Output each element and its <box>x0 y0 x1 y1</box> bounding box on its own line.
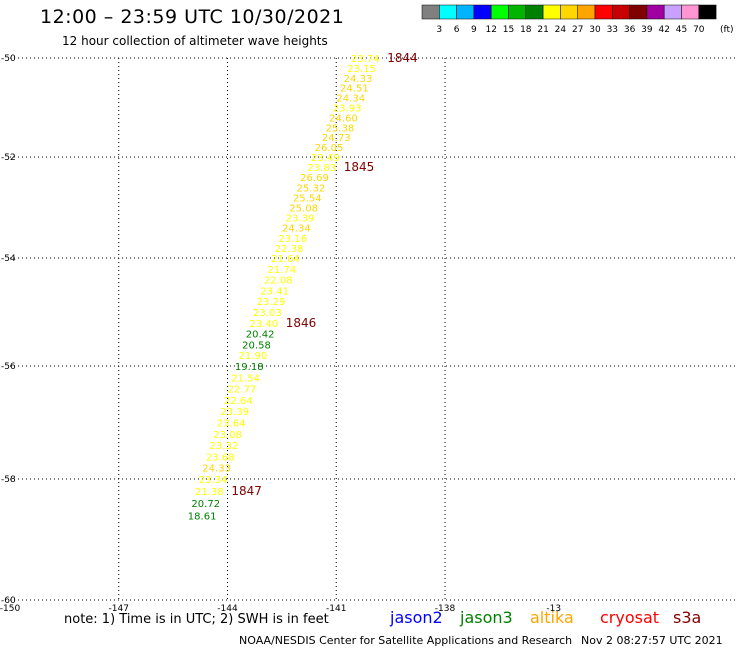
swh-data-label: 22.77 <box>228 385 257 396</box>
legend-jason3: jason3 <box>460 608 513 627</box>
legend-altika: altika <box>530 608 574 627</box>
legend-s3a: s3a <box>673 608 702 627</box>
figure-subtitle: 12 hour collection of altimeter wave hei… <box>62 34 328 48</box>
figure-title: 12:00 – 23:59 UTC 10/30/2021 <box>40 6 345 28</box>
swh-data-label: 23.39 <box>220 407 249 418</box>
track-time-label: 1844 <box>387 51 418 65</box>
track-time-label: 1846 <box>286 316 317 330</box>
swh-data-label: 23.74 <box>351 54 380 65</box>
swh-data-label: 25.38 <box>326 123 355 134</box>
swh-data-label: 23.29 <box>257 297 286 308</box>
colorbar-tick-label: 21 <box>537 25 548 35</box>
swh-data-label: 23.32 <box>210 441 239 452</box>
swh-data-label: 24.73 <box>322 133 351 144</box>
swh-data-label: 23.39 <box>286 214 315 225</box>
colorbar-tick-label: 18 <box>520 25 532 35</box>
colorbar-tick-label: 45 <box>676 25 687 35</box>
swh-data-label: 24.51 <box>340 84 369 95</box>
swh-data-label: 26.05 <box>315 143 344 154</box>
colorbar-tick-label: 27 <box>572 25 583 35</box>
swh-data-label: 19.18 <box>235 362 264 373</box>
colorbar-tick-label: 42 <box>658 25 669 35</box>
swh-data-label: 24.34 <box>336 94 365 105</box>
agency-credit: NOAA/NESDIS Center for Satellite Applica… <box>239 634 573 647</box>
swh-data-label: 23.83 <box>307 163 336 174</box>
wave-height-map: -150 -147 -144 -141 -138 -13 -50 -52 -54 -56 -58 -6… <box>0 51 735 614</box>
longitude-tick-label: -144 <box>217 604 238 614</box>
longitude-tick-label: -147 <box>109 604 129 614</box>
units-note: note: 1) Time is in UTC; 2) SWH is in fe… <box>64 612 329 627</box>
swh-data-label: 23.93 <box>333 104 362 115</box>
colorbar-tick-label: 70 <box>693 25 705 35</box>
track-time-label: 1847 <box>231 484 262 498</box>
swh-data-label: 21.64 <box>271 254 300 265</box>
swh-data-label: 21.74 <box>268 265 297 276</box>
colorbar-tick-label: 6 <box>454 25 460 35</box>
swh-data-label: 23.40 <box>249 319 278 330</box>
colorbar-tick-label: 3 <box>436 25 442 35</box>
longitude-tick-label: -138 <box>435 604 456 614</box>
swh-data-label: 23.03 <box>253 308 282 319</box>
swh-data-label: 23.64 <box>217 419 246 430</box>
legend-jason2: jason2 <box>390 608 443 627</box>
latitude-tick-label: -60 <box>1 596 16 606</box>
swh-data-label: 24.60 <box>329 113 358 124</box>
swh-data-label: 25.54 <box>293 193 322 204</box>
latitude-tick-label: -52 <box>1 153 16 163</box>
colorbar-tick-label: 36 <box>624 25 636 35</box>
latitude-tick-label: -50 <box>1 54 16 64</box>
swh-data-label: 23.15 <box>347 64 376 75</box>
colorbar-tick-label: 15 <box>503 25 514 35</box>
swh-data-label: 21.54 <box>231 373 260 384</box>
swh-data-label: 23.16 <box>278 234 307 245</box>
colorbar-tick-label: 9 <box>471 25 477 35</box>
longitude-tick-label: -141 <box>326 604 346 614</box>
swh-data-label: 21.90 <box>239 351 268 362</box>
swh-data-label: 23.34 <box>199 475 228 486</box>
swh-data-label: 22.38 <box>275 244 304 255</box>
colorbar-tick-label: 39 <box>641 25 653 35</box>
swh-data-label: 20.42 <box>246 330 275 341</box>
swh-data-label: 24.33 <box>344 74 373 85</box>
swh-data-label: 20.72 <box>191 499 220 510</box>
generated-timestamp: Nov 2 08:27:57 UTC 2021 <box>581 634 723 647</box>
swh-data-label: 25.32 <box>297 183 326 194</box>
colorbar-tick-label: 33 <box>607 25 618 35</box>
swh-data-label: 24.33 <box>202 464 231 475</box>
latitude-tick-label: -56 <box>1 362 16 372</box>
colorbar-unit: (ft) <box>720 25 734 35</box>
latitude-tick-label: -54 <box>1 254 16 264</box>
latitude-tick-label: -58 <box>1 475 16 485</box>
longitude-tick-label: -150 <box>0 604 20 614</box>
colorbar-tick-label: 12 <box>485 25 496 35</box>
swh-data-label: 23.68 <box>206 452 235 463</box>
swh-data-label: 26.69 <box>300 173 329 184</box>
swh-data-label: 23.41 <box>260 286 289 297</box>
longitude-tick-label: -13 <box>546 604 561 614</box>
colorbar-swatch <box>698 4 717 20</box>
swh-data-label: 18.61 <box>188 511 217 522</box>
swh-data-label: 25.08 <box>289 204 318 215</box>
swh-data-label: 21.38 <box>195 487 224 498</box>
swh-data-label: 24.34 <box>282 224 311 235</box>
swh-data-label: 20.58 <box>242 340 271 351</box>
swh-data-label: 22.08 <box>264 276 293 287</box>
swh-data-label: 23.49 <box>311 153 340 164</box>
track-time-label: 1845 <box>344 160 375 174</box>
colorbar-tick-label: 30 <box>589 25 601 35</box>
swh-data-label: 22.64 <box>224 396 253 407</box>
colorbar-tick-label: 24 <box>555 25 567 35</box>
swh-data-label: 23.08 <box>213 430 242 441</box>
legend-cryosat: cryosat <box>600 608 660 627</box>
wave-height-colorbar: 3 6 9 12 15 18 21 24 27 30 33 36 39 42 45 70 (ft) <box>421 4 734 35</box>
